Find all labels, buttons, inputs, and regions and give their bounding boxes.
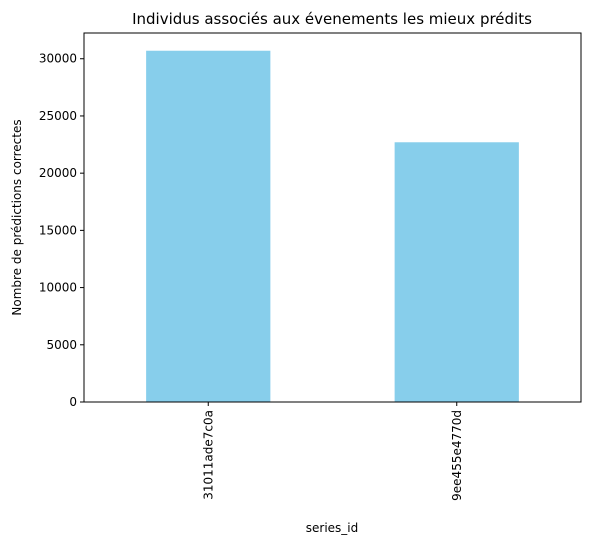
bar-9ee455e4770d	[394, 142, 519, 402]
y-tick-label-10000: 10000	[39, 281, 77, 295]
y-tick-label-20000: 20000	[39, 166, 77, 180]
x-tick-label-31011ade7c0a: 31011ade7c0a	[201, 410, 215, 500]
y-tick-label-15000: 15000	[39, 223, 77, 237]
y-axis-label: Nombre de prédictions correctes	[10, 119, 24, 315]
bars-group	[146, 50, 519, 402]
y-tick-label-0: 0	[69, 395, 77, 409]
y-tick-label-30000: 30000	[39, 52, 77, 66]
x-tick-label-9ee455e4770d: 9ee455e4770d	[450, 410, 464, 501]
x-axis-label: series_id	[306, 521, 359, 535]
chart-title: Individus associés aux évenements les mi…	[132, 10, 532, 28]
y-tick-label-25000: 25000	[39, 109, 77, 123]
plot-frame	[83, 32, 582, 403]
y-tick-label-5000: 5000	[46, 338, 77, 352]
x-axis: 31011ade7c0a 9ee455e4770d	[201, 402, 464, 501]
y-axis: 0 5000 10000 15000 20000 25000 30000	[39, 52, 84, 409]
bar-31011ade7c0a	[146, 50, 271, 402]
